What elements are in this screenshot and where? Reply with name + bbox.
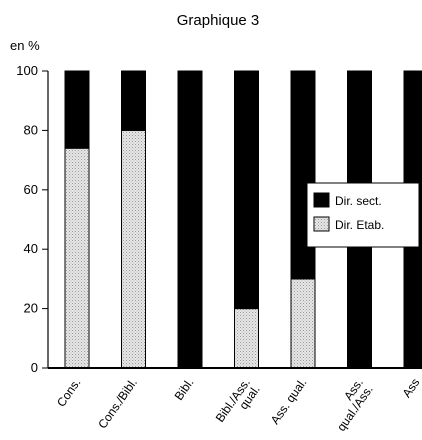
plot-area: 0 20 40 60 80 100 Cons. Cons./Bibl. Bibl. Bibl./A… (16, 63, 422, 434)
bar-segment (121, 129, 146, 369)
x-tick-label: Ass.qual./Ass. (324, 376, 376, 434)
bar-segment (121, 70, 146, 131)
y-axis-label: en % (10, 38, 40, 53)
y-tick-label: 80 (24, 122, 38, 137)
legend-label: Dir. sect. (335, 194, 382, 208)
x-tick-label: Bibl./Ass.qual. (213, 376, 263, 432)
chart-title: Graphique 3 (177, 12, 260, 29)
bar-segment (177, 70, 203, 369)
bar-segment (290, 70, 316, 280)
x-tick-label: Ass (400, 376, 422, 400)
x-tick-label: Bibl. (172, 376, 197, 403)
y-tick-label: 100 (16, 63, 38, 78)
legend: Dir. sect. Dir. Etab. (306, 182, 420, 248)
bar-segment (234, 308, 259, 369)
x-tick-label: Ass. qual. (268, 376, 310, 427)
x-tick-label: Cons. (54, 376, 83, 410)
legend-label: Dir. Etab. (335, 218, 384, 232)
bar-segment (290, 278, 316, 369)
x-tick-label: Cons./Bibl. (95, 376, 140, 432)
legend-swatch (313, 216, 330, 232)
y-tick-label: 40 (24, 241, 38, 256)
bar-segment (64, 147, 90, 369)
y-tick-label: 60 (24, 182, 38, 197)
y-tick-label: 20 (24, 301, 38, 316)
bar-segment (64, 70, 90, 149)
legend-swatch (313, 192, 330, 208)
bar-segment (234, 70, 259, 310)
y-tick-label: 0 (31, 360, 38, 375)
